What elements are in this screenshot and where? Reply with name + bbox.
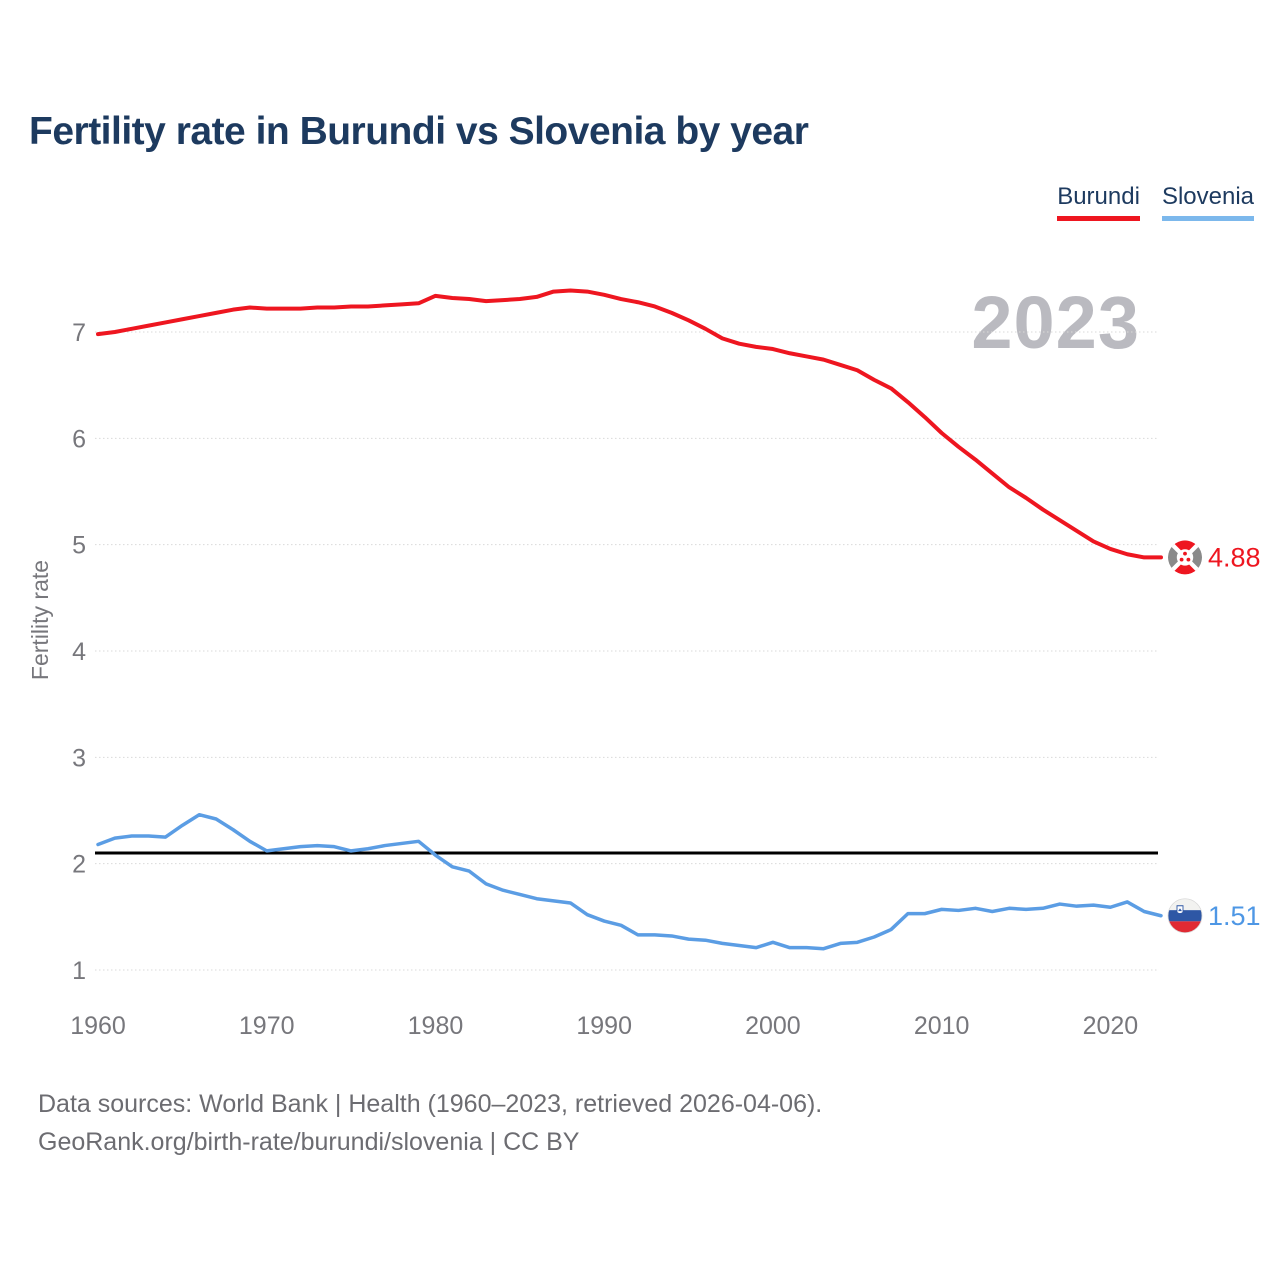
legend-underline-slovenia bbox=[1161, 216, 1254, 221]
x-tick-label: 2010 bbox=[914, 1012, 970, 1040]
footer-source-line: Data sources: World Bank | Health (1960–… bbox=[38, 1090, 823, 1118]
burundi-line bbox=[96, 288, 1163, 560]
page-title: Fertility rate in Burundi vs Slovenia by… bbox=[29, 110, 809, 153]
footer-license-line: GeoRank.org/birth-rate/burundi/slovenia … bbox=[38, 1128, 580, 1156]
y-axis-title: Fertility rate bbox=[27, 560, 53, 680]
y-tick-label: 4 bbox=[72, 638, 86, 666]
x-tick-label: 1980 bbox=[408, 1012, 464, 1040]
y-tick-label: 6 bbox=[72, 425, 86, 453]
y-tick-label: 7 bbox=[72, 319, 86, 347]
legend-underline-burundi bbox=[1057, 216, 1140, 221]
legend-item-slovenia[interactable]: Slovenia bbox=[1161, 183, 1254, 221]
gridlines bbox=[95, 331, 1158, 971]
year-watermark: 2023 bbox=[971, 281, 1140, 364]
legend: Burundi Slovenia bbox=[1057, 183, 1254, 221]
y-axis-ticks: 1 2 3 4 5 6 7 bbox=[72, 319, 86, 985]
series-lines bbox=[96, 288, 1163, 951]
slovenia-line bbox=[96, 812, 1163, 951]
burundi-end-value: 4.88 bbox=[1208, 542, 1261, 572]
x-tick-label: 2000 bbox=[745, 1012, 801, 1040]
legend-label-slovenia: Slovenia bbox=[1161, 183, 1254, 210]
legend-label-burundi: Burundi bbox=[1057, 183, 1140, 210]
x-tick-label: 2020 bbox=[1083, 1012, 1139, 1040]
x-tick-label: 1990 bbox=[576, 1012, 632, 1040]
legend-item-burundi[interactable]: Burundi bbox=[1057, 183, 1140, 221]
footer: Data sources: World Bank | Health (1960–… bbox=[38, 1085, 822, 1161]
x-tick-label: 1960 bbox=[70, 1012, 126, 1040]
y-tick-label: 3 bbox=[72, 744, 86, 772]
slovenia-end-value: 1.51 bbox=[1208, 901, 1261, 931]
slovenia-flag-icon: 1.51 bbox=[1167, 898, 1261, 934]
x-axis-ticks: 1960 1970 1980 1990 2000 2010 2020 bbox=[70, 1012, 1138, 1040]
x-tick-label: 1970 bbox=[239, 1012, 295, 1040]
y-tick-label: 2 bbox=[72, 851, 86, 879]
y-tick-label: 1 bbox=[72, 957, 86, 985]
y-tick-label: 5 bbox=[72, 532, 86, 560]
burundi-flag-icon: 4.88 bbox=[1168, 540, 1261, 575]
